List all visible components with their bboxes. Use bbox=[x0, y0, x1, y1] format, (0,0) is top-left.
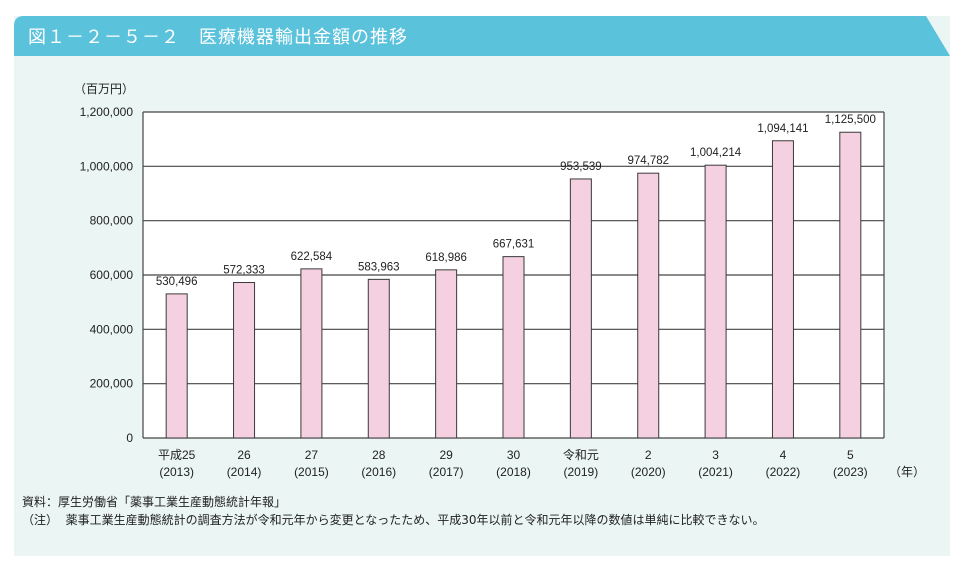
x-tick-label: 29 bbox=[439, 448, 453, 462]
y-tick-label: 600,000 bbox=[90, 268, 134, 282]
bar bbox=[569, 178, 592, 439]
data-label: 618,986 bbox=[425, 252, 467, 264]
bar bbox=[637, 172, 660, 439]
bar bbox=[233, 282, 256, 439]
x-tick-label: 3 bbox=[712, 448, 719, 462]
data-label: 1,094,141 bbox=[757, 123, 808, 135]
x-tick-sublabel: (2013) bbox=[159, 465, 194, 479]
x-tick-label: 5 bbox=[847, 448, 854, 462]
y-tick-label: 800,000 bbox=[90, 214, 134, 228]
y-tick-label: 1,200,000 bbox=[80, 105, 134, 119]
data-label: 572,333 bbox=[223, 265, 265, 277]
y-tick-label: 0 bbox=[126, 431, 133, 445]
x-tick-sublabel: (2020) bbox=[631, 465, 666, 479]
x-axis-unit: （年） bbox=[889, 465, 925, 479]
data-label: 667,631 bbox=[493, 239, 535, 251]
data-label: 974,782 bbox=[627, 155, 669, 167]
data-label: 953,539 bbox=[560, 161, 602, 173]
x-tick-label: 2 bbox=[645, 448, 652, 462]
x-tick-sublabel: (2022) bbox=[766, 465, 801, 479]
x-tick-sublabel: (2014) bbox=[227, 465, 262, 479]
y-tick-label: 1,000,000 bbox=[80, 159, 134, 173]
data-label: 622,584 bbox=[291, 251, 333, 263]
source-note: 資料：厚生労働省「薬事工業生産動態統計年報」 bbox=[22, 495, 287, 509]
x-tick-label: 令和元 bbox=[563, 447, 599, 462]
footnote: （注） 薬事工業生産動態統計の調査方法が令和元年から変更となったため、平成30年… bbox=[22, 513, 765, 527]
data-label: 583,963 bbox=[358, 261, 400, 273]
data-label: 1,125,500 bbox=[825, 114, 876, 126]
bar bbox=[839, 131, 862, 439]
x-tick-sublabel: (2016) bbox=[361, 465, 396, 479]
bar bbox=[435, 269, 458, 439]
bar bbox=[502, 256, 525, 439]
y-tick-label: 200,000 bbox=[90, 377, 134, 391]
bar bbox=[771, 140, 794, 439]
x-tick-sublabel: (2015) bbox=[294, 465, 329, 479]
x-tick-label: 4 bbox=[780, 448, 787, 462]
bar bbox=[367, 278, 390, 439]
data-label: 1,004,214 bbox=[690, 147, 742, 159]
x-tick-label: 平成25 bbox=[158, 448, 196, 462]
figure-title: 図１－２－５－２ 医療機器輸出金額の推移 bbox=[28, 27, 408, 48]
x-tick-label: 27 bbox=[305, 448, 319, 462]
x-tick-label: 26 bbox=[237, 448, 251, 462]
x-tick-label: 30 bbox=[507, 448, 521, 462]
bar bbox=[704, 164, 727, 439]
x-tick-sublabel: (2019) bbox=[564, 465, 599, 479]
data-label: 530,496 bbox=[156, 276, 198, 288]
x-tick-sublabel: (2018) bbox=[496, 465, 531, 479]
bar bbox=[165, 293, 188, 439]
header-banner bbox=[14, 16, 950, 56]
y-axis-unit: （百万円） bbox=[74, 82, 135, 96]
x-tick-sublabel: (2023) bbox=[833, 465, 868, 479]
figure-header: 図１－２－５－２ 医療機器輸出金額の推移 bbox=[14, 16, 950, 56]
bar bbox=[300, 268, 323, 439]
x-tick-sublabel: (2021) bbox=[698, 465, 733, 479]
x-tick-sublabel: (2017) bbox=[429, 465, 464, 479]
y-tick-label: 400,000 bbox=[90, 322, 134, 336]
x-tick-label: 28 bbox=[372, 448, 386, 462]
